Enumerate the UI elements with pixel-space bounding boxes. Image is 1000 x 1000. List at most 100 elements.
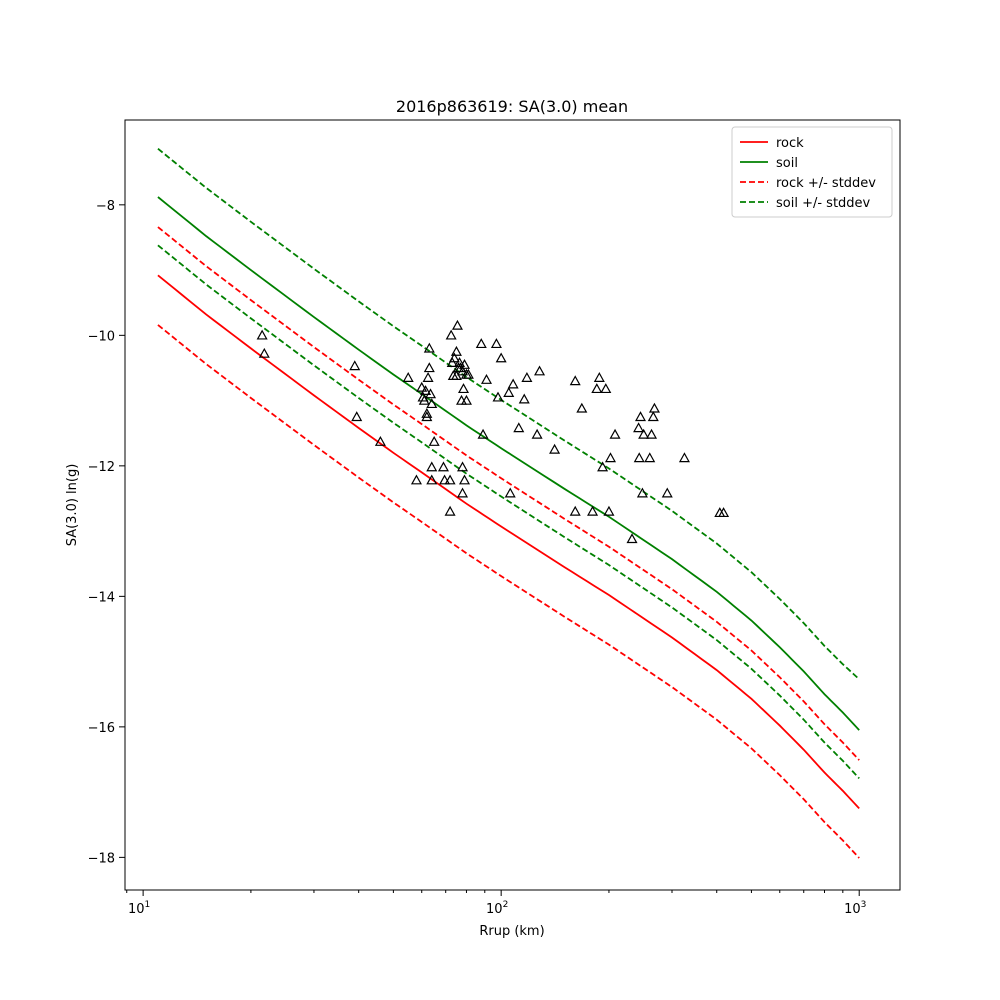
x-tick-label: 101 <box>128 900 150 917</box>
observation-point <box>609 428 621 439</box>
observation-point <box>256 329 268 340</box>
series-line-5 <box>157 244 860 780</box>
observation-point <box>428 435 440 446</box>
legend-label: soil <box>776 156 798 171</box>
observation-point <box>587 505 599 516</box>
observation-point <box>458 383 470 394</box>
series-line-1 <box>157 196 860 731</box>
observation-point <box>591 383 603 394</box>
observation-point <box>492 391 504 402</box>
observation-point <box>503 387 515 397</box>
observation-point <box>718 507 730 518</box>
observation-point <box>423 342 435 353</box>
observation-point <box>576 402 588 413</box>
observation-point <box>439 474 451 485</box>
observation-point <box>513 422 525 433</box>
observation-point <box>462 368 474 379</box>
observation-point <box>426 461 438 472</box>
plot-area <box>157 148 860 859</box>
observation-point <box>593 372 605 382</box>
observation-point <box>603 505 615 516</box>
observation-point <box>636 487 648 498</box>
series-line-2 <box>157 226 860 761</box>
observation-point <box>445 329 457 340</box>
observation-point <box>644 452 656 463</box>
observation-point <box>457 461 469 472</box>
y-axis-label: SA(3.0) ln(g) <box>65 464 80 547</box>
series-line-4 <box>157 148 860 680</box>
observation-point <box>425 388 437 399</box>
axes: 101 102 103 −18 −16 −14 −12 −10 −8 <box>88 199 867 917</box>
observation-point <box>678 452 690 463</box>
legend-label: soil +/- stddev <box>776 196 871 211</box>
x-axis-label: Rrup (km) <box>479 924 544 939</box>
observation-point <box>349 360 361 371</box>
observation-point <box>351 411 363 422</box>
observation-point <box>457 487 469 498</box>
observation-point <box>402 372 414 382</box>
observation-point <box>422 372 434 382</box>
observation-point <box>421 411 433 422</box>
observation-point <box>475 338 487 349</box>
observation-point <box>426 398 438 409</box>
observation-point <box>534 365 546 376</box>
observation-point <box>569 505 581 516</box>
legend-box <box>731 126 893 218</box>
observation-point <box>626 533 638 544</box>
plot-frame <box>124 119 901 891</box>
observation-point <box>444 474 456 485</box>
observation-point <box>374 435 386 446</box>
observation-point <box>600 383 612 394</box>
observation-point <box>507 378 519 389</box>
observation-point <box>648 402 660 413</box>
observation-point <box>258 347 270 358</box>
observation-point <box>646 428 658 439</box>
observation-point <box>418 394 430 405</box>
observation-point <box>416 381 428 392</box>
y-tick-label: −10 <box>88 329 115 344</box>
observation-point <box>421 407 433 418</box>
legend-label: rock +/- stddev <box>776 176 876 191</box>
observation-point <box>597 461 609 472</box>
observation-point <box>638 428 650 439</box>
observation-point <box>549 443 561 454</box>
observation-point <box>480 373 493 384</box>
chart-title: 2016p863619: SA(3.0) mean <box>396 97 628 116</box>
y-tick-label: −16 <box>88 721 115 736</box>
observation-point <box>521 372 533 382</box>
observation-point <box>460 394 472 405</box>
observation-point <box>569 375 581 386</box>
observation-point <box>450 345 462 356</box>
observation-point <box>647 411 659 422</box>
observation-point <box>420 385 432 396</box>
observation-point <box>437 461 449 472</box>
observation-point <box>457 365 469 376</box>
observation-point <box>458 474 471 485</box>
y-tick-label: −14 <box>88 590 115 605</box>
observation-point <box>504 487 516 498</box>
observation-point <box>531 428 543 439</box>
observation-point <box>604 452 617 463</box>
observation-point <box>633 452 645 463</box>
observation-point <box>634 411 647 422</box>
y-tick-label: −8 <box>96 199 115 214</box>
observation-point <box>451 319 463 330</box>
observation-point <box>410 474 422 485</box>
x-tick-label: 102 <box>486 900 508 917</box>
series-line-0 <box>157 274 860 810</box>
observation-point <box>518 393 530 404</box>
legend: rock soil rock +/- stddev soil +/- stddev <box>731 126 893 218</box>
observation-point <box>458 358 471 369</box>
observation-point <box>444 505 456 516</box>
observation-point <box>426 474 438 485</box>
observation-point <box>448 352 460 363</box>
observation-point <box>633 422 645 433</box>
observation-point <box>423 362 435 373</box>
observation-point <box>477 428 489 439</box>
observation-point <box>661 487 673 498</box>
legend-label: rock <box>776 136 804 151</box>
observation-point <box>495 352 507 363</box>
observation-point <box>490 338 502 349</box>
series-line-3 <box>157 324 860 859</box>
